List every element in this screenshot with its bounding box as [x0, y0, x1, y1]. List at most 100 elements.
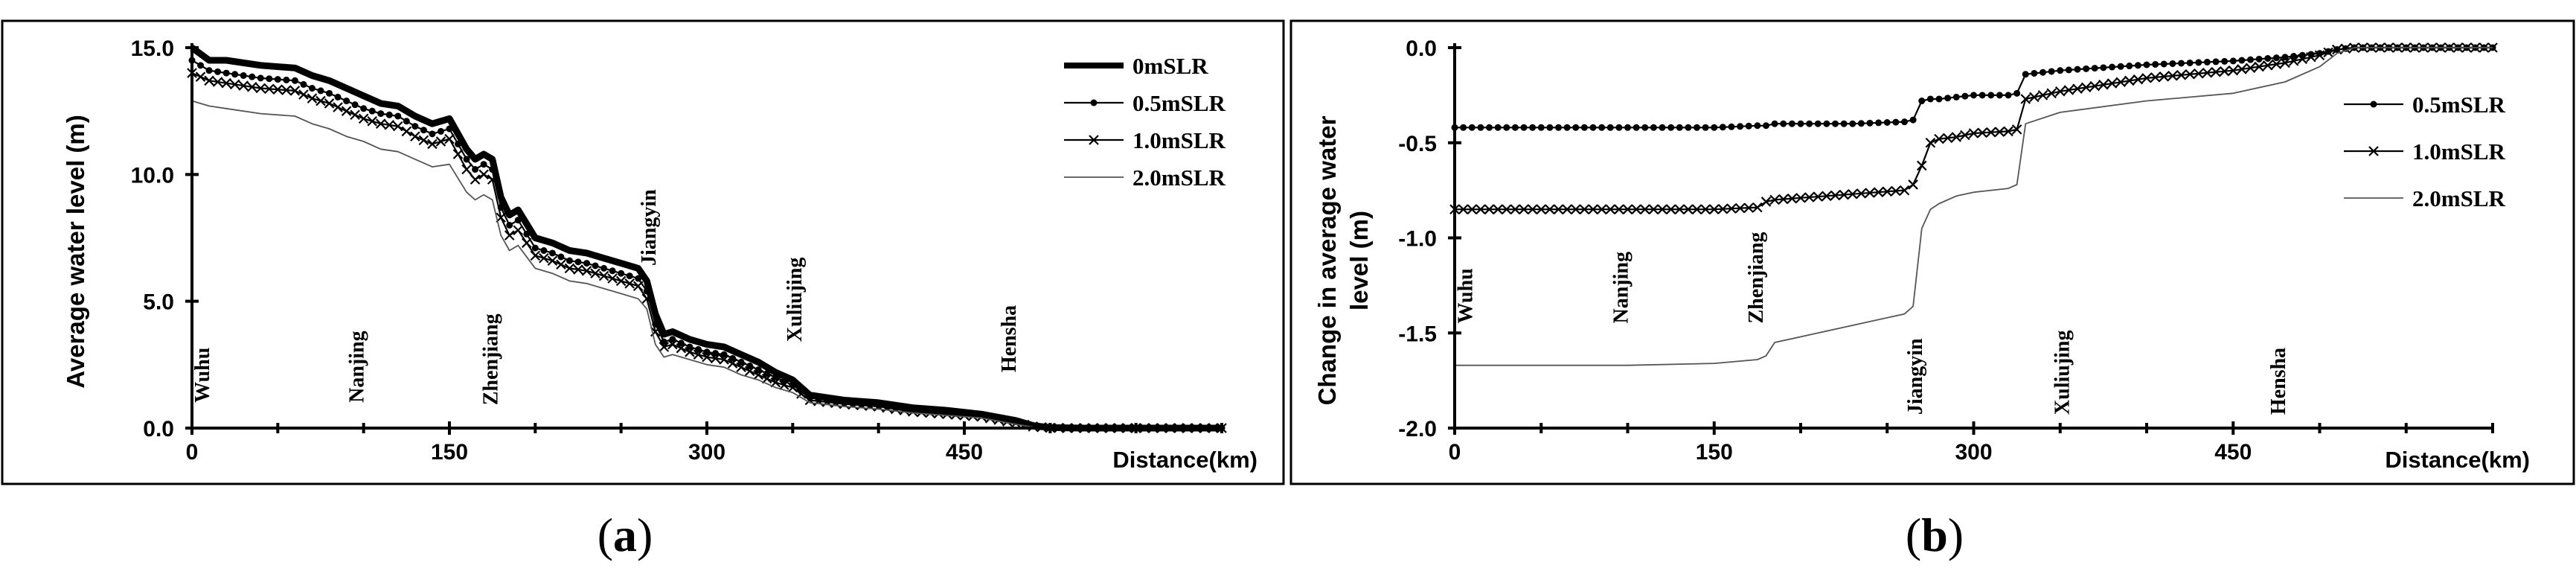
panel-a-station-xuliujing: Xuliujing	[784, 258, 807, 342]
panel-a-marker-0p5mSLR	[600, 264, 608, 272]
panel-b-marker-0p5mSLR	[1711, 124, 1718, 131]
panel-b-marker-0p5mSLR	[2255, 55, 2263, 63]
panel-b-marker-1p0mSLR	[1908, 179, 1918, 190]
panel-b-marker-0p5mSLR	[2031, 69, 2038, 77]
panel-b-marker-0p5mSLR	[1944, 95, 1952, 102]
panel-b-legend-item: 2.0mSLR	[2344, 185, 2505, 211]
panel-a-marker-0p5mSLR	[308, 85, 315, 92]
panel-b-marker-1p0mSLR	[2262, 60, 2273, 71]
panel-b-x-tick-label: 450	[2214, 440, 2252, 465]
panel-b-marker-1p0mSLR	[1553, 204, 1564, 214]
panel-b-marker-1p0mSLR	[1760, 197, 1772, 207]
panel-a-marker-0p5mSLR	[231, 71, 239, 78]
panel-b-marker-1p0mSLR	[1847, 188, 1858, 200]
panel-b-marker-0p5mSLR	[1537, 124, 1545, 131]
panel-b-marker-0p5mSLR	[1814, 120, 1822, 127]
panel-a-legend-item: 0mSLR	[1064, 53, 1208, 79]
panel-b-marker-1p0mSLR	[2159, 71, 2170, 82]
panel-a-marker-1p0mSLR	[632, 281, 644, 292]
panel-b-marker-1p0mSLR	[1882, 186, 1893, 197]
panel-a-marker-1p0mSLR	[487, 174, 498, 185]
panel-b-marker-0p5mSLR	[1840, 120, 1848, 127]
panel-a-marker-1p0mSLR	[916, 406, 927, 418]
panel-b-marker-1p0mSLR	[1614, 204, 1624, 214]
panel-b-marker-1p0mSLR	[1752, 202, 1763, 213]
panel-b-marker-1p0mSLR	[2185, 68, 2195, 80]
panel-b-marker-1p0mSLR	[1960, 130, 1970, 141]
panel-a-marker-0p5mSLR	[694, 345, 702, 353]
panel-b-marker-1p0mSLR	[2046, 88, 2057, 99]
panel-b-marker-0p5mSLR	[1987, 92, 1995, 99]
panel-b-marker-1p0mSLR	[1899, 185, 1910, 196]
panel-a-marker-1p0mSLR	[341, 106, 352, 116]
panel-a-x-tick-label: 150	[431, 440, 468, 465]
panel-b-marker-0p5mSLR	[1624, 124, 1631, 131]
panel-b-marker-0p5mSLR	[1797, 120, 1804, 127]
panel-b-marker-1p0mSLR	[2306, 51, 2316, 63]
panel-a-marker-0p5mSLR	[300, 80, 307, 88]
panel-b-marker-0p5mSLR	[1494, 124, 1502, 131]
panel-a-marker-0p5mSLR	[360, 105, 368, 112]
panel-a-marker-1p0mSLR	[539, 252, 549, 264]
panel-a-marker-1p0mSLR	[393, 121, 403, 132]
panel-b-marker-0p5mSLR	[2290, 52, 2298, 60]
panel-b-marker-1p0mSLR	[1536, 204, 1547, 214]
panel-a-marker-1p0mSLR	[976, 411, 987, 422]
panel-a-marker-0p5mSLR	[291, 77, 298, 84]
panel-b-x-tick-label: 150	[1696, 440, 1733, 465]
panel-a-marker-1p0mSLR	[281, 85, 292, 95]
panel-a-marker-0p5mSLR	[274, 76, 281, 83]
panel-a-marker-1p0mSLR	[925, 407, 935, 418]
panel-a-marker-0p5mSLR	[514, 217, 522, 224]
panel-a-marker-0p5mSLR	[574, 258, 582, 266]
panel-a-marker-0p5mSLR	[772, 374, 779, 381]
panel-b-marker-0p5mSLR	[1563, 124, 1571, 131]
panel-a-marker-0p5mSLR	[249, 73, 256, 80]
panel-b-marker-0p5mSLR	[1460, 124, 1467, 131]
panel-b-marker-0p5mSLR	[2100, 64, 2107, 71]
panel-a-line-2p0mSLR	[191, 100, 1222, 429]
panel-a-marker-0p5mSLR	[618, 270, 625, 277]
panel-b-legend-label: 0.5mSLR	[2412, 92, 2505, 118]
panel-b-marker-1p0mSLR	[2176, 70, 2187, 80]
panel-a-legend-item: 1.0mSLR	[1064, 127, 1225, 153]
panel-b-marker-0p5mSLR	[1918, 98, 1926, 105]
panel-a-marker-1p0mSLR	[942, 409, 952, 420]
panel-b-marker-1p0mSLR	[2003, 126, 2013, 137]
panel-b-marker-1p0mSLR	[2193, 68, 2204, 79]
panel-b-caption-letter: b	[1921, 508, 1948, 561]
panel-b-marker-1p0mSLR	[1588, 204, 1598, 214]
panel-a-marker-1p0mSLR	[452, 149, 464, 159]
panel-a-marker-1p0mSLR	[787, 382, 798, 393]
panel-b-legend-item: 0.5mSLR	[2344, 92, 2505, 118]
panel-a-marker-0p5mSLR	[746, 363, 754, 370]
panel-b-marker-1p0mSLR	[1501, 204, 1512, 214]
panel-a-marker-1p0mSLR	[324, 98, 335, 109]
panel-b-marker-1p0mSLR	[2202, 67, 2213, 78]
panel-b-marker-1p0mSLR	[1942, 133, 1953, 144]
panel-a-legend-label: 0mSLR	[1132, 53, 1208, 79]
panel-b-marker-0p5mSLR	[2005, 92, 2012, 99]
panel-b-marker-1p0mSLR	[1795, 193, 1806, 203]
panel-a-marker-1p0mSLR	[779, 380, 789, 390]
panel-b-x-tick-label: 0	[1449, 440, 1461, 465]
panel-b-marker-1p0mSLR	[1562, 204, 1572, 214]
panel-a-marker-0p5mSLR	[506, 221, 513, 229]
panel-b-marker-1p0mSLR	[1493, 204, 1503, 214]
panel-b-marker-0p5mSLR	[2091, 65, 2098, 72]
panel-b-marker-0p5mSLR	[2212, 58, 2220, 66]
panel-b-marker-1p0mSLR	[2020, 94, 2031, 104]
panel-a-marker-1p0mSLR	[289, 86, 301, 96]
panel-a-legend-marker	[1090, 99, 1098, 106]
panel-b-marker-0p5mSLR	[1702, 124, 1709, 131]
panel-b-marker-1p0mSLR	[1830, 190, 1841, 201]
panel-a-marker-0p5mSLR	[548, 249, 556, 257]
panel-a-x-tick-label: 450	[946, 440, 983, 465]
panel-a-marker-0p5mSLR	[429, 130, 436, 138]
panel-b-marker-0p5mSLR	[1979, 92, 1986, 99]
panel-b-marker-1p0mSLR	[1891, 185, 1901, 197]
panel-a-marker-1p0mSLR	[908, 406, 918, 417]
panel-a-marker-1p0mSLR	[221, 77, 231, 89]
panel-b-marker-1p0mSLR	[1934, 133, 1944, 144]
panel-a-marker-1p0mSLR	[358, 113, 369, 124]
